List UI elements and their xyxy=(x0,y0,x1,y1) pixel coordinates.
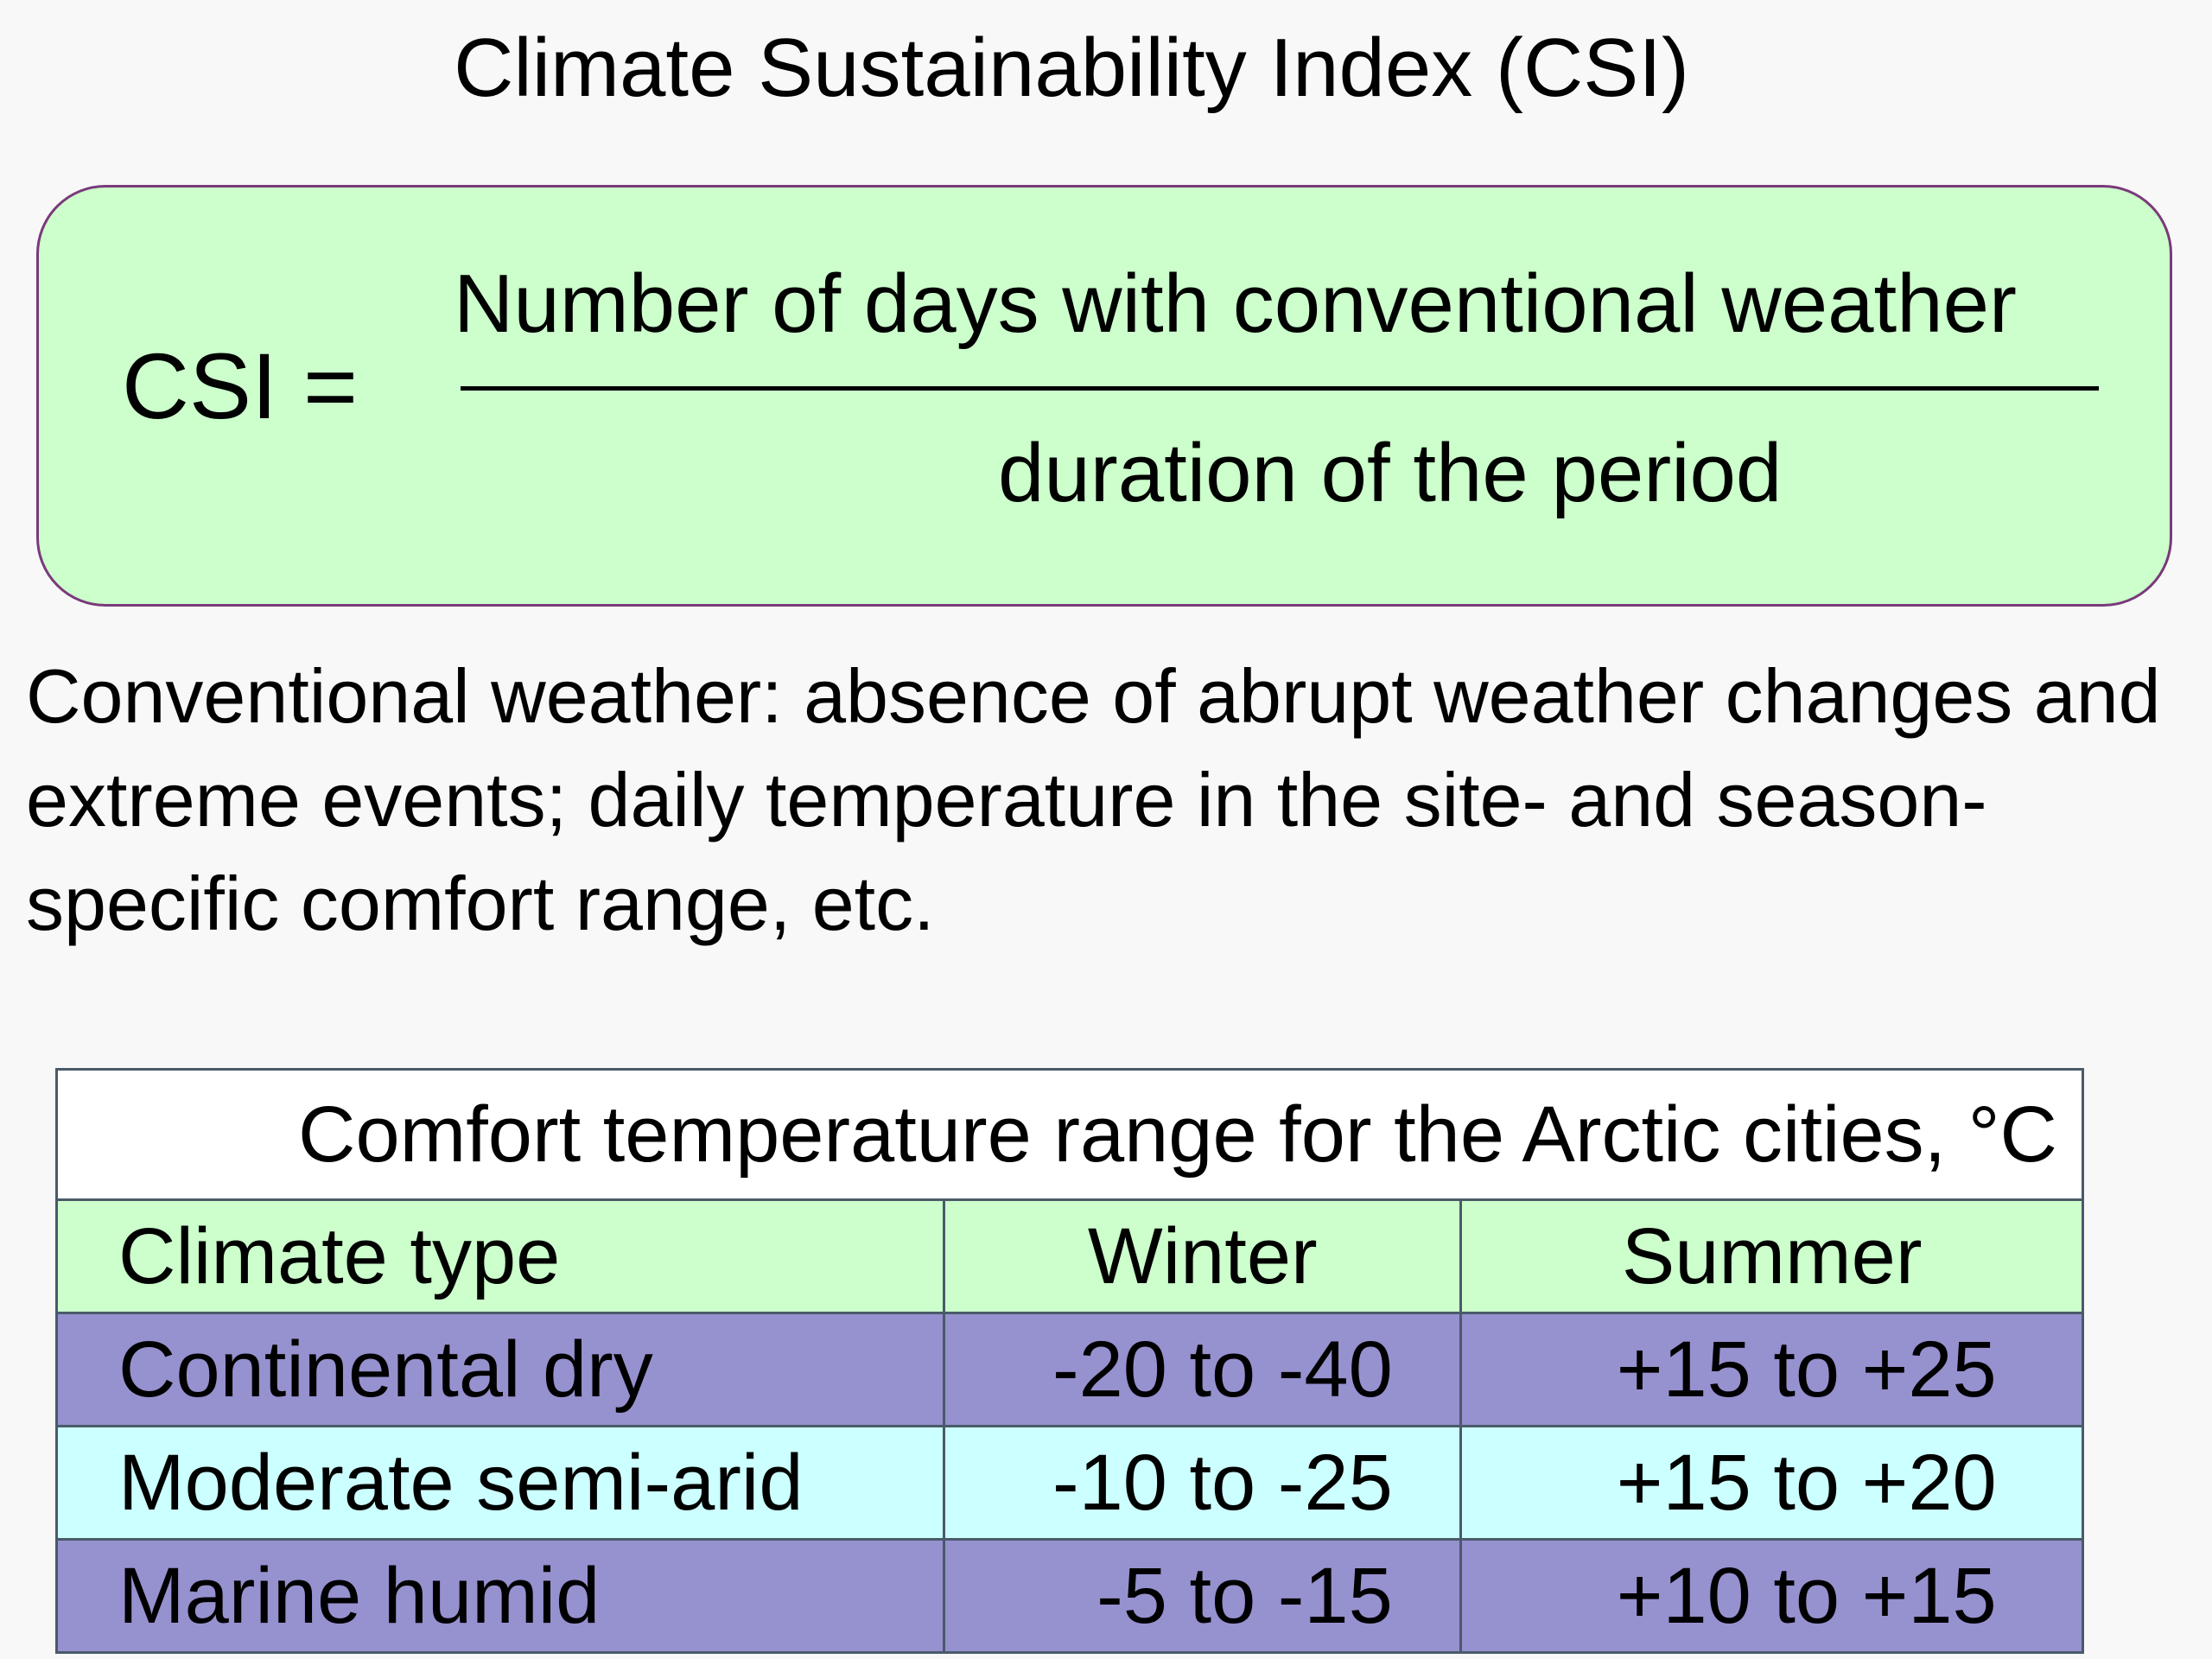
comfort-temperature-table: Comfort temperature range for the Arctic… xyxy=(54,1068,2084,1654)
cell-winter: -10 to -25 xyxy=(943,1425,1463,1541)
winter-range: -20 to -40 xyxy=(1052,1325,1393,1414)
table-row: Continental dry -20 to -40 +15 to +25 xyxy=(54,1312,2084,1427)
formula-denominator: duration of the period xyxy=(998,427,1783,519)
summer-range: +10 to +15 xyxy=(1616,1552,1997,1640)
table-header-row: Climate type Winter Summer xyxy=(54,1198,2084,1314)
summer-range: +15 to +20 xyxy=(1616,1439,1997,1527)
page-title: Climate Sustainability Index (CSI) xyxy=(454,22,1689,114)
table-row: Marine humid -5 to -15 +10 to +15 xyxy=(54,1538,2084,1654)
formula-box: CSI = Number of days with conventional w… xyxy=(36,185,2172,607)
summer-range: +15 to +25 xyxy=(1616,1325,1997,1414)
fraction-bar xyxy=(461,386,2099,391)
table-caption: Comfort temperature range for the Arctic… xyxy=(55,1068,2084,1201)
cell-climate-type: Marine humid xyxy=(54,1538,946,1654)
cell-climate-type: Continental dry xyxy=(54,1312,946,1427)
table-row: Moderate semi-arid -10 to -25 +15 to +20 xyxy=(54,1425,2084,1541)
cell-winter: -5 to -15 xyxy=(943,1538,1463,1654)
cell-climate-type: Moderate semi-arid xyxy=(54,1425,946,1541)
header-summer: Summer xyxy=(1459,1198,2084,1314)
formula-lhs: CSI = xyxy=(122,334,359,438)
cell-winter: -20 to -40 xyxy=(943,1312,1463,1427)
formula-numerator: Number of days with conventional weather xyxy=(454,257,2017,350)
cell-summer: +15 to +20 xyxy=(1459,1425,2084,1541)
cell-summer: +10 to +15 xyxy=(1459,1538,2084,1654)
header-winter: Winter xyxy=(943,1198,1463,1314)
cell-summer: +15 to +25 xyxy=(1459,1312,2084,1427)
definition-text: Conventional weather: absence of abrupt … xyxy=(26,653,2161,946)
winter-range: -10 to -25 xyxy=(1052,1439,1393,1527)
header-climate-type: Climate type xyxy=(54,1198,946,1314)
winter-range: -5 to -15 xyxy=(1096,1552,1393,1640)
